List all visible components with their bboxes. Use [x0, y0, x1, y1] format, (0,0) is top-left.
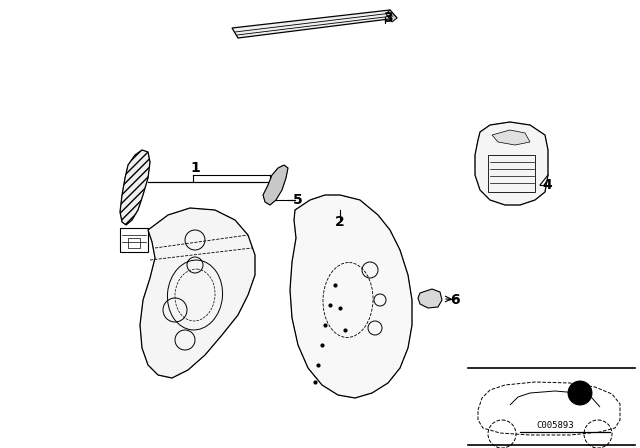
Text: 6: 6 [450, 293, 460, 307]
Polygon shape [263, 165, 288, 205]
Text: 3: 3 [383, 11, 393, 25]
Polygon shape [120, 150, 150, 225]
Polygon shape [232, 10, 397, 38]
Polygon shape [386, 10, 397, 22]
Polygon shape [475, 122, 548, 205]
Text: 2: 2 [335, 215, 345, 229]
Polygon shape [140, 208, 255, 378]
Polygon shape [290, 195, 412, 398]
Text: 1: 1 [190, 161, 200, 175]
Text: C005893: C005893 [536, 421, 574, 430]
Text: 5: 5 [293, 193, 303, 207]
Polygon shape [418, 289, 442, 308]
Text: 4: 4 [542, 178, 552, 192]
Polygon shape [492, 130, 530, 145]
Polygon shape [120, 228, 148, 252]
Circle shape [568, 381, 592, 405]
